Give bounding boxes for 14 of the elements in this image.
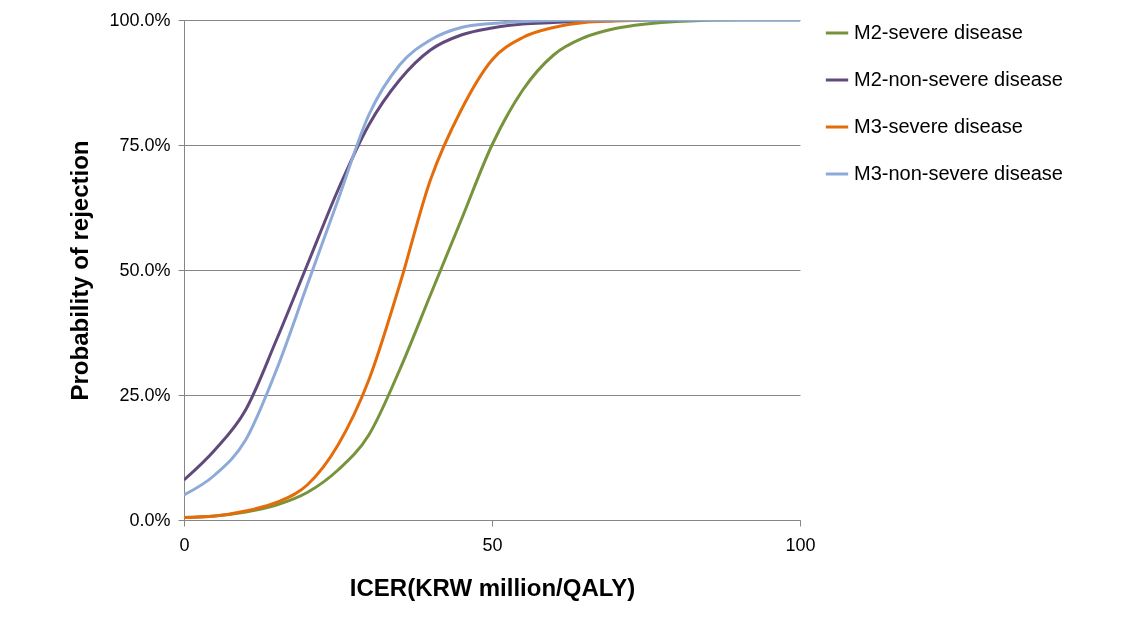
y-tick-label: 100.0% <box>109 9 171 30</box>
legend-label: M3-severe disease <box>854 115 1023 137</box>
y-tick-label: 0.0% <box>129 509 171 530</box>
legend-label: M3-non-severe disease <box>854 162 1063 184</box>
y-tick-label: 75.0% <box>119 134 171 155</box>
y-tick-label: 50.0% <box>119 259 171 280</box>
legend-label: M2-severe disease <box>854 21 1023 43</box>
x-tick-label: 0 <box>179 534 190 555</box>
x-tick-label: 50 <box>482 534 503 555</box>
x-tick-label: 100 <box>785 534 816 555</box>
y-tick-label: 25.0% <box>119 384 171 405</box>
y-axis-title: Probability of rejection <box>66 140 94 401</box>
legend-label: M2-non-severe disease <box>854 68 1063 90</box>
x-axis-title: ICER(KRW million/QALY) <box>349 573 636 601</box>
